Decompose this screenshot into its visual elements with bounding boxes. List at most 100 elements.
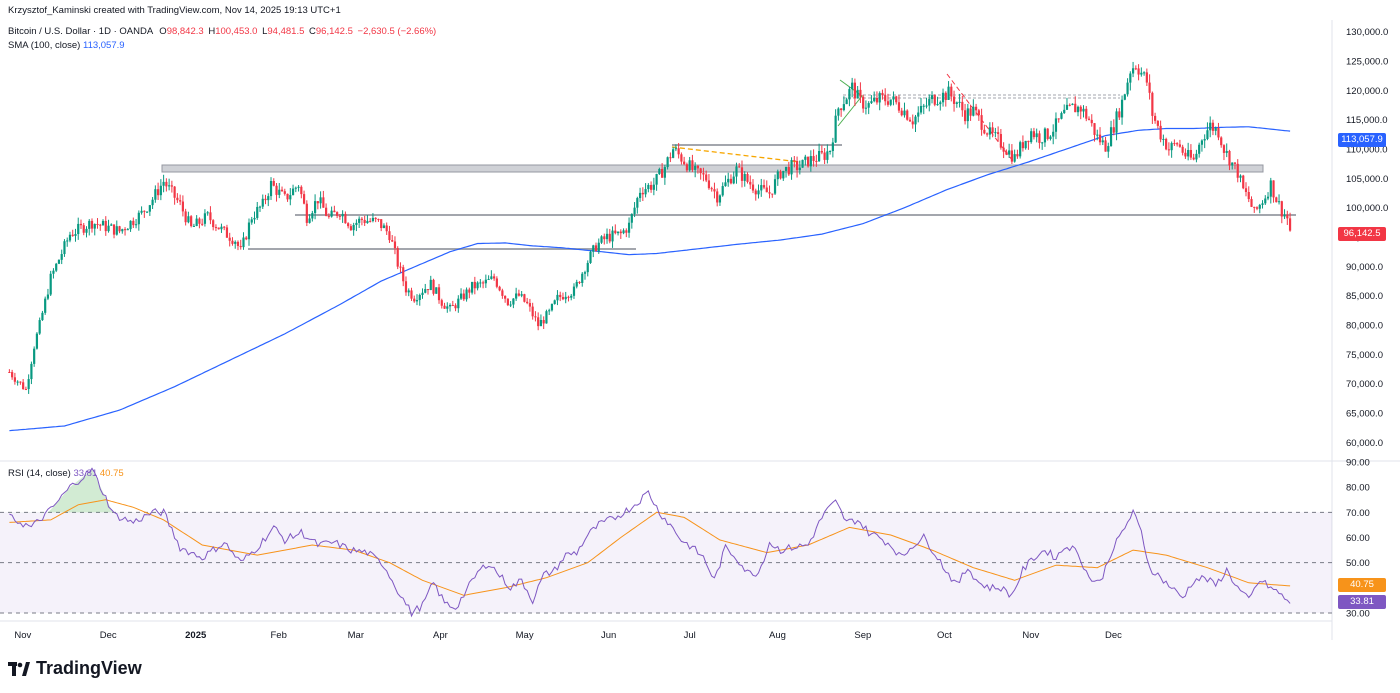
candle-body [627, 222, 631, 233]
candle-body [661, 169, 664, 178]
candle-body [936, 104, 939, 106]
candle-body [641, 192, 644, 195]
candle-body [597, 242, 600, 252]
candle-body [179, 200, 182, 202]
candle-body [173, 186, 176, 198]
candle-body [994, 132, 997, 134]
rsi-tick-label: 70.00 [1346, 508, 1370, 519]
candle-body [115, 226, 118, 235]
time-tick-label: May [516, 630, 534, 641]
candle-body [1145, 72, 1148, 83]
time-tick-label: Dec [1105, 630, 1122, 641]
candle-body [575, 281, 578, 287]
candle-body [432, 279, 435, 294]
rsi-ma-series [9, 499, 1291, 596]
candle-body [966, 108, 969, 122]
candle-body [85, 228, 88, 233]
candle-body [393, 241, 397, 249]
candle-body [941, 92, 945, 103]
candle-body [1192, 157, 1195, 160]
price-tick-label: 130,000.0 [1346, 27, 1388, 38]
candle-body [997, 132, 1000, 135]
time-tick-label: Apr [433, 630, 448, 641]
candle-body [236, 241, 240, 246]
candle-body [721, 186, 724, 196]
candle-body [1228, 150, 1231, 166]
candle-body [258, 206, 262, 208]
candle-body [170, 185, 173, 187]
price-tick-label: 70,000.0 [1346, 379, 1383, 390]
candle-body [630, 214, 633, 223]
candle-body [278, 189, 281, 195]
candle-body [1189, 149, 1193, 158]
candle-body [134, 224, 138, 226]
candle-body [363, 219, 366, 224]
candle-body [77, 223, 80, 235]
candle-body [743, 174, 746, 181]
candle-body [1126, 82, 1129, 95]
candle-body [291, 188, 295, 196]
candle-body [68, 234, 72, 241]
candle-body [121, 229, 124, 232]
candle-body [1032, 131, 1036, 138]
candle-body [955, 102, 958, 104]
candle-body [958, 101, 961, 103]
candle-body [765, 187, 768, 193]
candle-body [644, 189, 647, 195]
candle-body [1266, 196, 1270, 199]
candle-body [245, 237, 248, 240]
candle-body [1035, 133, 1038, 138]
candle-body [399, 266, 402, 268]
candle-body [404, 281, 408, 293]
candle-body [738, 166, 741, 168]
candle-body [1142, 72, 1146, 74]
price-tick-label: 80,000.0 [1346, 321, 1383, 332]
candle-body [509, 304, 512, 306]
candle-body [594, 245, 598, 252]
symbol-label: Bitcoin / U.S. Dollar · 1D · OANDA [8, 26, 153, 37]
candle-body [338, 215, 341, 217]
candle-body [385, 225, 388, 232]
candle-body [1236, 163, 1239, 178]
candle-body [140, 210, 143, 213]
candle-body [1167, 149, 1170, 151]
candle-body [988, 127, 991, 135]
candle-body [986, 133, 989, 135]
candle-body [143, 210, 146, 212]
candle-body [1258, 204, 1261, 209]
tradingview-logo-icon [8, 661, 30, 676]
rsi-last-label: 33.81 [1338, 595, 1386, 609]
candle-body [1137, 68, 1140, 75]
candle-body [1233, 162, 1237, 164]
time-tick-label: Dec [100, 630, 117, 641]
rsi-series [9, 467, 1291, 618]
candle-body [542, 319, 545, 324]
candle-body [1151, 92, 1154, 116]
candle-body [570, 295, 573, 298]
candle-body [388, 231, 391, 241]
candle-body [448, 305, 452, 307]
candle-body [1181, 146, 1184, 153]
candle-body [269, 181, 273, 197]
candle-body [1231, 162, 1234, 166]
time-tick-label: Nov [14, 630, 31, 641]
candle-body [914, 116, 917, 125]
candle-body [947, 86, 950, 100]
candle-body [1156, 120, 1159, 126]
candle-body [168, 185, 171, 187]
candle-body [283, 191, 286, 194]
candle-body [787, 166, 790, 175]
candle-body [415, 300, 419, 302]
candle-body [242, 237, 245, 248]
candle-body [33, 348, 36, 364]
price-tick-label: 85,000.0 [1346, 291, 1383, 302]
candle-body [851, 82, 854, 90]
candle-body [1008, 150, 1011, 155]
candle-body [1109, 127, 1113, 147]
candle-body [206, 212, 209, 214]
candle-body [707, 180, 711, 189]
candle-body [132, 220, 135, 226]
candle-body [313, 201, 317, 214]
candle-body [911, 121, 914, 125]
